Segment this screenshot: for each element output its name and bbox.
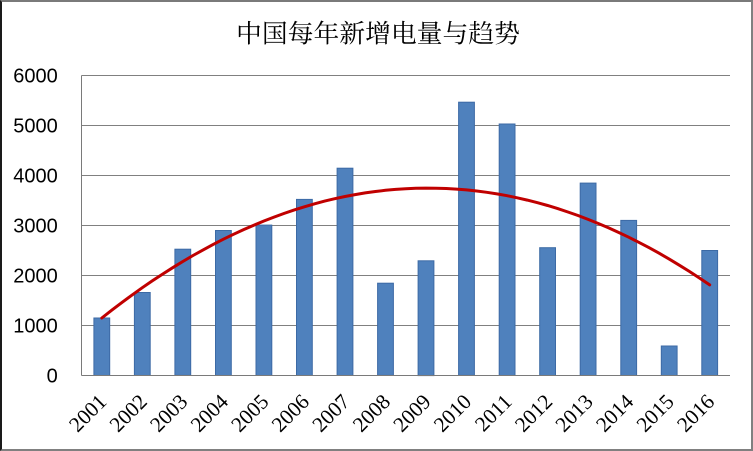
- svg-text:2005: 2005: [226, 390, 273, 437]
- svg-text:2009: 2009: [388, 390, 435, 437]
- svg-text:5000: 5000: [13, 116, 58, 138]
- svg-text:2002: 2002: [105, 390, 152, 437]
- svg-text:2011: 2011: [470, 390, 517, 437]
- svg-text:2004: 2004: [186, 389, 233, 436]
- svg-text:0: 0: [47, 366, 58, 388]
- svg-text:2001: 2001: [64, 390, 111, 437]
- svg-text:6000: 6000: [13, 66, 58, 88]
- svg-text:2000: 2000: [13, 266, 58, 288]
- svg-text:2006: 2006: [267, 389, 314, 436]
- svg-text:2003: 2003: [145, 390, 192, 437]
- svg-text:2015: 2015: [632, 390, 679, 437]
- svg-text:2010: 2010: [429, 390, 476, 437]
- svg-text:2007: 2007: [307, 389, 354, 436]
- svg-text:2013: 2013: [551, 390, 598, 437]
- svg-text:2008: 2008: [348, 390, 395, 437]
- svg-text:1000: 1000: [13, 316, 58, 338]
- svg-text:3000: 3000: [13, 216, 58, 238]
- svg-text:4000: 4000: [13, 166, 58, 188]
- svg-text:2012: 2012: [510, 390, 557, 437]
- svg-text:2014: 2014: [591, 389, 638, 436]
- svg-text:2016: 2016: [672, 389, 719, 436]
